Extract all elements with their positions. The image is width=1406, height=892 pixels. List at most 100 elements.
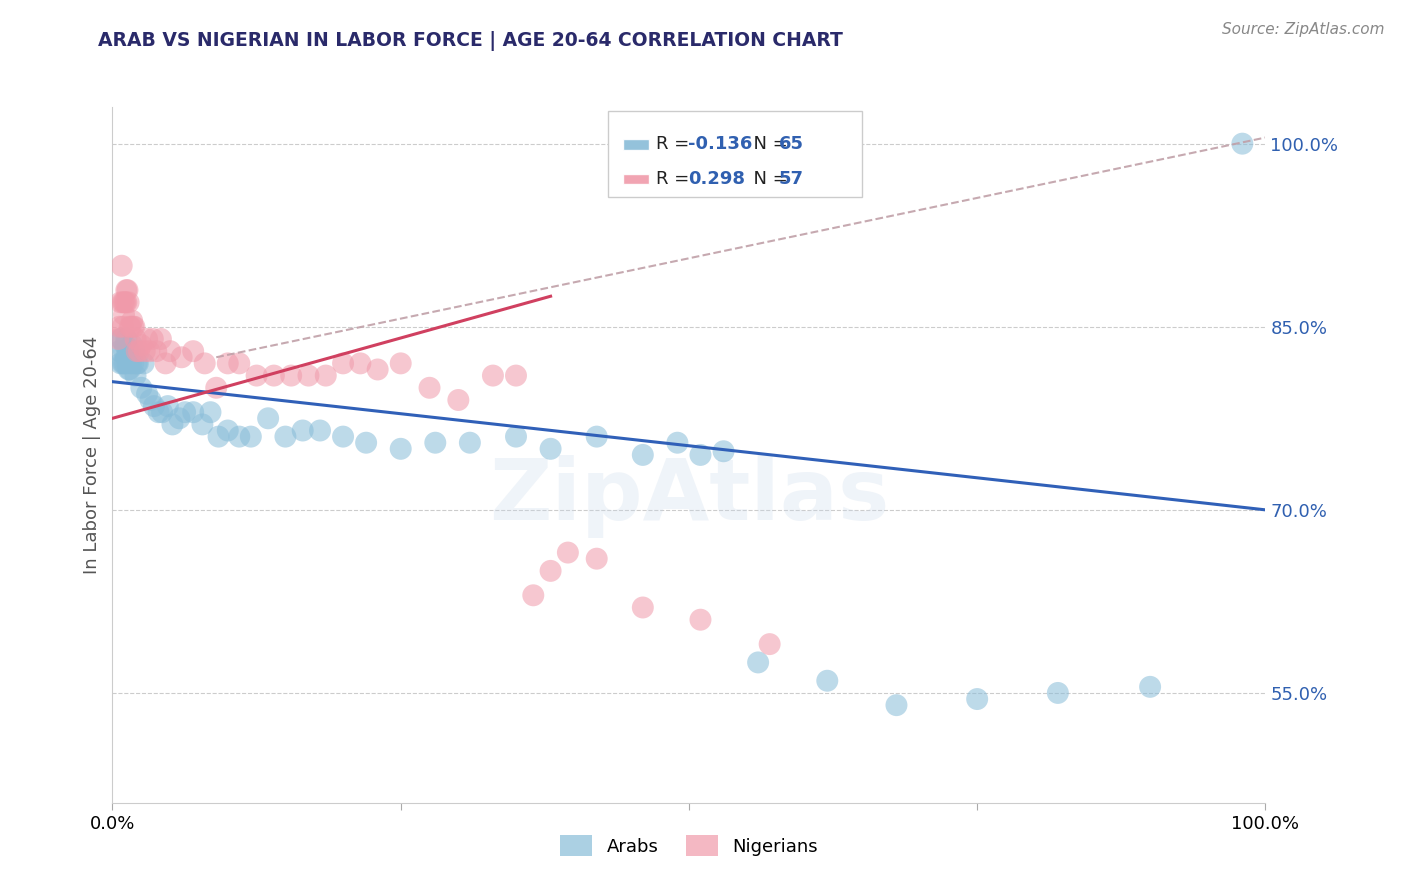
Point [121,313,143,327]
Point [120,356,142,370]
Point [148,405,170,419]
Point [138,344,160,359]
Point [155,356,177,370]
Point [114,356,136,370]
Point [1139,680,1161,694]
Text: 0.298: 0.298 [688,169,745,188]
Point [117,362,139,376]
Point [124,368,146,383]
Point [1046,686,1069,700]
Point [111,356,134,370]
Point [120,351,142,365]
Point [332,429,354,443]
Point [1232,136,1254,151]
Point [239,429,262,443]
FancyBboxPatch shape [623,139,648,150]
Point [181,405,204,419]
Point [217,356,239,370]
Point [205,381,228,395]
Point [169,411,191,425]
Point [389,356,412,370]
Point [666,435,689,450]
Point [689,448,711,462]
Point [156,399,179,413]
Text: Source: ZipAtlas.com: Source: ZipAtlas.com [1222,22,1385,37]
Point [124,332,146,346]
Point [228,356,250,370]
Point [758,637,780,651]
Point [114,295,136,310]
Point [162,417,184,432]
Point [886,698,908,713]
Point [297,368,319,383]
Point [122,356,145,370]
Point [132,356,155,370]
Point [122,319,145,334]
Point [291,424,314,438]
Point [149,332,172,346]
Point [309,424,332,438]
Point [389,442,412,456]
Point [117,295,139,310]
Point [127,356,149,370]
Point [115,351,138,365]
Y-axis label: In Labor Force | Age 20-64: In Labor Force | Age 20-64 [83,335,101,574]
Point [143,399,166,413]
Point [115,283,138,297]
Point [117,283,139,297]
Point [482,368,505,383]
Point [111,259,134,273]
Point [118,362,141,376]
Text: ARAB VS NIGERIAN IN LABOR FORCE | AGE 20-64 CORRELATION CHART: ARAB VS NIGERIAN IN LABOR FORCE | AGE 20… [98,31,844,51]
Point [713,444,735,458]
Text: ZipAtlas: ZipAtlas [489,455,889,538]
Point [217,424,239,438]
Point [505,429,527,443]
Point [585,429,607,443]
Point [115,332,138,346]
Text: R =: R = [655,136,695,153]
Point [128,344,150,359]
Point [689,613,711,627]
Point [150,405,173,419]
Point [139,392,162,407]
Point [332,356,354,370]
Point [585,551,607,566]
Point [447,392,470,407]
Point [136,387,159,401]
Point [118,319,141,334]
Point [108,319,131,334]
Point [115,295,138,310]
Point [112,308,135,322]
Point [228,429,250,443]
Point [522,588,544,602]
Point [120,319,142,334]
Point [349,356,371,370]
Point [191,417,214,432]
Text: -0.136: -0.136 [688,136,752,153]
Point [108,344,131,359]
Point [125,344,148,359]
Point [111,319,134,334]
Point [839,136,862,151]
Point [124,319,146,334]
Point [540,442,562,456]
Point [112,295,135,310]
Point [194,356,217,370]
Point [117,356,139,370]
Point [280,368,302,383]
Point [557,545,579,559]
Point [505,368,527,383]
Point [631,448,654,462]
Point [129,381,153,395]
Point [966,692,988,706]
Point [110,332,132,346]
Text: N =: N = [742,169,793,188]
Point [112,344,135,359]
Legend: Arabs, Nigerians: Arabs, Nigerians [553,828,825,863]
Point [110,356,132,370]
Point [124,344,146,359]
Point [419,381,441,395]
Text: N =: N = [742,136,793,153]
Point [815,673,838,688]
